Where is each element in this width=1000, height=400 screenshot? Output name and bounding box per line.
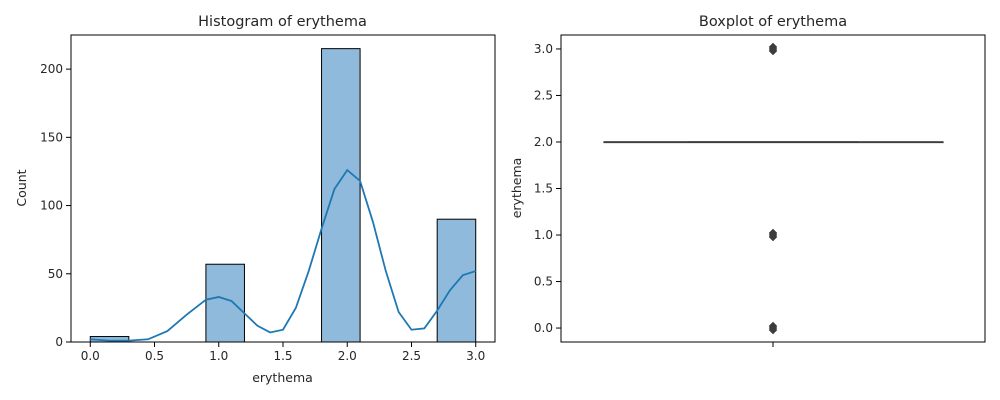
y-tick-label: 0.5 bbox=[534, 275, 553, 289]
y-tick-label: 3.0 bbox=[534, 42, 553, 56]
histogram-x-ticks: 0.0 0.5 1.0 1.5 2.0 2.5 3.0 bbox=[81, 342, 485, 363]
boxplot-title: Boxplot of erythema bbox=[699, 14, 847, 30]
boxplot-y-axis-label: erythema bbox=[509, 158, 524, 219]
outlier-point bbox=[768, 46, 778, 56]
x-tick-label: 2.0 bbox=[338, 349, 357, 363]
boxplot-marks bbox=[603, 42, 944, 335]
histogram-axes-frame bbox=[70, 34, 496, 343]
boxplot-axes-frame bbox=[560, 34, 986, 343]
histogram-bar bbox=[205, 263, 245, 343]
x-tick-label: 3.0 bbox=[466, 349, 485, 363]
y-tick-label: 2.5 bbox=[534, 88, 553, 102]
y-tick-label: 150 bbox=[40, 130, 63, 144]
y-tick-label: 0 bbox=[55, 335, 63, 349]
x-tick-label: 2.5 bbox=[402, 349, 421, 363]
y-tick-label: 100 bbox=[40, 199, 63, 213]
y-tick-label: 1.5 bbox=[534, 182, 553, 196]
histogram-bar bbox=[436, 218, 477, 343]
y-tick-label: 0.0 bbox=[534, 321, 553, 335]
outlier-point bbox=[768, 325, 778, 335]
boxplot-panel: Boxplot of erythema 0.0 0.5 1.0 1.5 2.0 2.5 3.… bbox=[509, 14, 986, 347]
kde-line bbox=[90, 168, 477, 342]
y-tick-label: 50 bbox=[48, 267, 63, 281]
histogram-panel: Histogram of erythema 0.0 0.5 1.0 1.5 2.0 2.5… bbox=[14, 14, 496, 385]
outlier-point bbox=[768, 232, 778, 242]
x-tick-label: 0.0 bbox=[81, 349, 100, 363]
histogram-y-axis-label: Count bbox=[14, 169, 29, 206]
histogram-bars bbox=[89, 48, 477, 343]
y-tick-label: 2.0 bbox=[534, 135, 553, 149]
x-tick-label: 1.5 bbox=[273, 349, 292, 363]
boxplot-y-ticks: 0.0 0.5 1.0 1.5 2.0 2.5 3.0 bbox=[534, 42, 561, 335]
histogram-x-axis-label: erythema bbox=[252, 370, 313, 385]
histogram-bar bbox=[321, 48, 361, 343]
x-tick-label: 0.5 bbox=[145, 349, 164, 363]
histogram-y-ticks: 0 50 100 150 200 bbox=[40, 62, 71, 349]
y-tick-label: 200 bbox=[40, 62, 63, 76]
histogram-title: Histogram of erythema bbox=[198, 14, 367, 30]
x-tick-label: 1.0 bbox=[209, 349, 228, 363]
y-tick-label: 1.0 bbox=[534, 228, 553, 242]
